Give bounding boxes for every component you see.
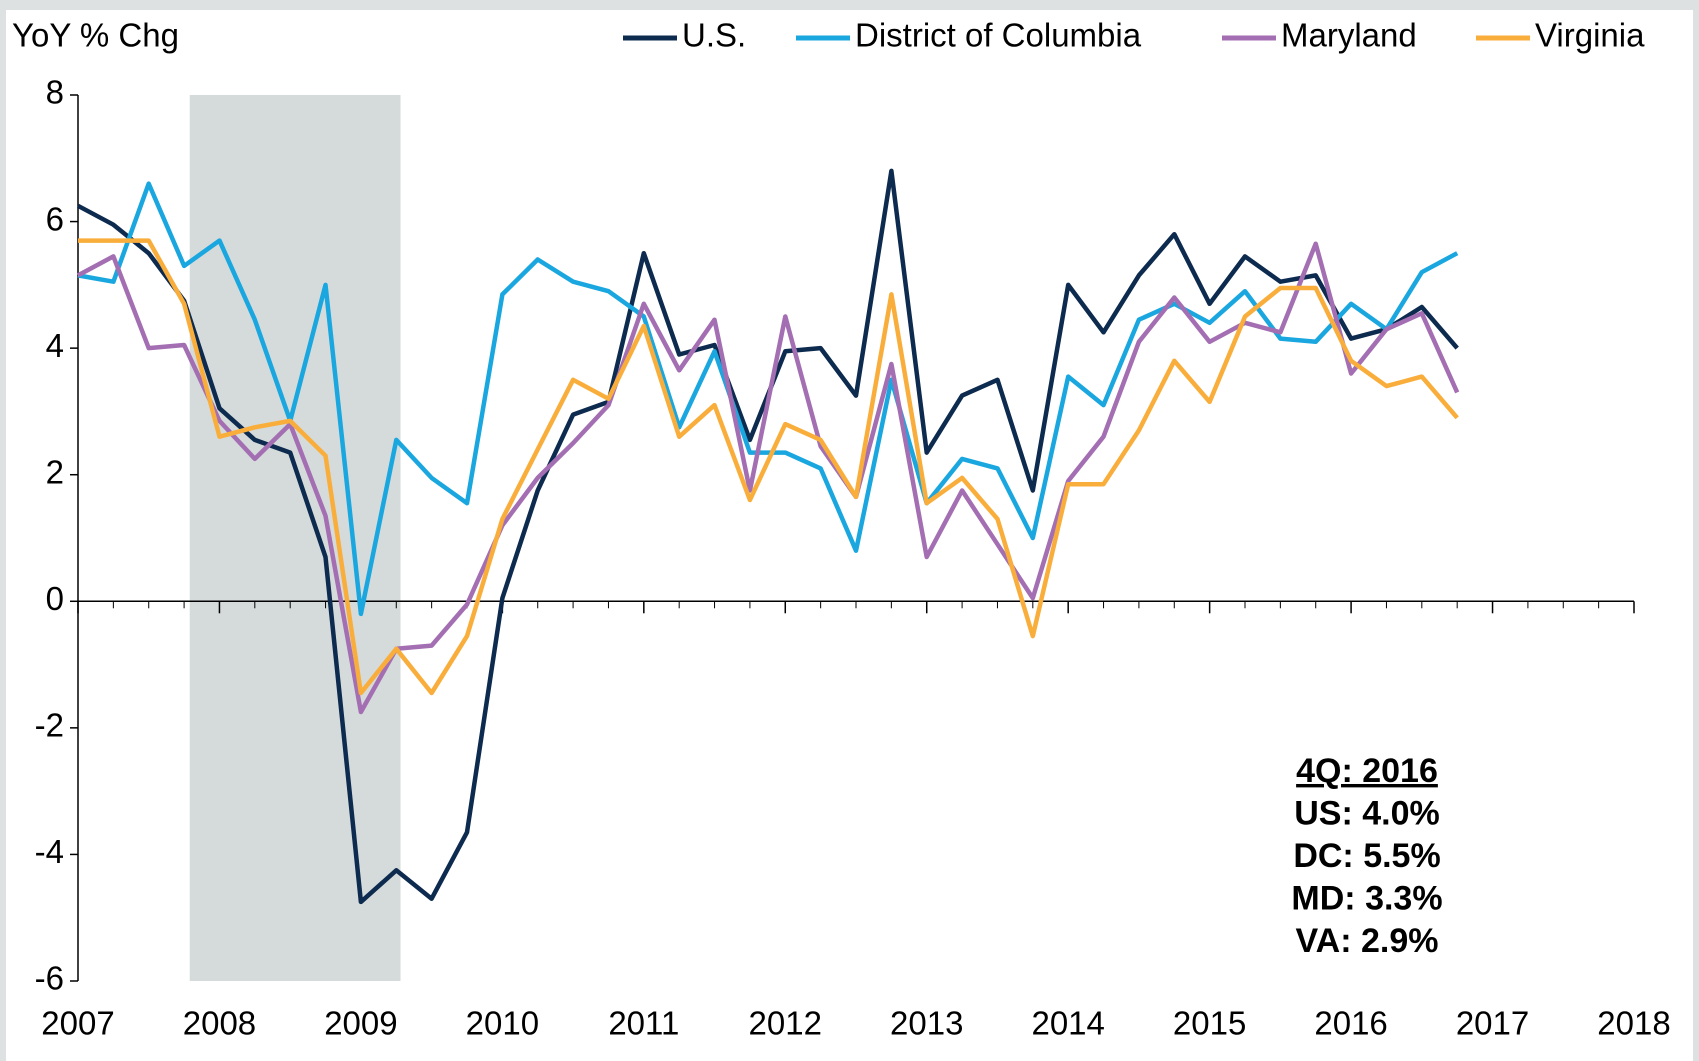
annotation: MD: 3.3% (1291, 879, 1442, 917)
y-tick-label: -2 (35, 707, 64, 744)
annotation: US: 4.0% (1294, 794, 1440, 832)
series-line (78, 238, 1459, 696)
y-tick-label: 2 (46, 453, 64, 490)
x-tick-label: 2008 (183, 1005, 256, 1042)
x-tick-label: 2018 (1597, 1005, 1670, 1042)
annotation: DC: 5.5% (1293, 837, 1440, 875)
y-tick-label: 6 (46, 200, 64, 237)
y-tick-label: 0 (46, 580, 64, 617)
series-line (76, 241, 1460, 715)
x-tick-label: 2013 (890, 1005, 963, 1042)
y-tick-label: 4 (46, 327, 64, 364)
x-tick-label: 2015 (1173, 1005, 1246, 1042)
x-tick-label: 2012 (749, 1005, 822, 1042)
annotation: 4Q: 2016 (1296, 752, 1438, 790)
legend-label: Virginia (1535, 17, 1645, 54)
x-tick-label: 2017 (1456, 1005, 1529, 1042)
series-line (77, 181, 1459, 617)
x-tick-label: 2016 (1314, 1005, 1387, 1042)
y-tick-label: 8 (46, 74, 64, 111)
annotation: VA: 2.9% (1296, 922, 1439, 960)
x-tick-label: 2007 (41, 1005, 114, 1042)
legend-label: District of Columbia (855, 17, 1142, 54)
x-tick-label: 2010 (466, 1005, 539, 1042)
y-axis-label: YoY % Chg (12, 17, 179, 54)
recession-shade (189, 95, 401, 981)
y-tick-label: -4 (35, 833, 64, 870)
y-tick-label: -6 (35, 960, 64, 997)
x-tick-label: 2009 (324, 1005, 397, 1042)
legend-label: U.S. (682, 17, 746, 54)
x-tick-label: 2011 (608, 1005, 679, 1042)
x-tick-label: 2014 (1031, 1005, 1104, 1042)
legend-label: Maryland (1281, 17, 1417, 54)
